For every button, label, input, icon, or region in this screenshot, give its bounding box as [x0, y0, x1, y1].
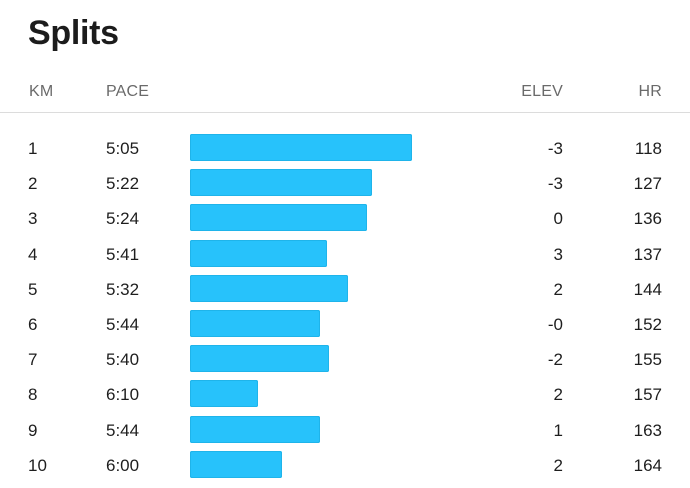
split-hr: 127	[633, 174, 662, 194]
pace-bar	[190, 239, 327, 267]
split-pace: 5:05	[106, 139, 140, 158]
pace-bar	[190, 415, 320, 443]
split-row[interactable]: 7 5:40 -2 155	[0, 342, 690, 377]
pace-bar	[190, 169, 372, 197]
split-pace: 5:41	[106, 244, 140, 264]
split-hr: 163	[633, 420, 662, 440]
split-elev: 2	[553, 385, 563, 405]
split-pace: 5:22	[106, 174, 140, 194]
split-row[interactable]: 5 5:32 2 144	[0, 272, 690, 307]
split-hr: 157	[633, 385, 662, 405]
split-row[interactable]: 10 6:00 2 164	[0, 448, 690, 483]
split-km: 9	[28, 420, 38, 440]
split-pace: 5:40	[106, 350, 140, 370]
split-pace: 5:24	[106, 209, 140, 229]
split-elev: 2	[553, 455, 563, 475]
column-header-pace: PACE	[106, 83, 150, 100]
pace-bar	[190, 450, 282, 478]
split-row[interactable]: 6 5:44 -0 152	[0, 307, 690, 342]
split-km: 2	[28, 174, 38, 194]
pace-bar	[190, 309, 320, 337]
pace-bar	[190, 274, 348, 302]
split-elev: -2	[547, 350, 563, 370]
split-elev: 3	[553, 244, 563, 264]
split-hr: 164	[633, 455, 662, 475]
pace-bar	[190, 134, 412, 161]
split-row[interactable]: 9 5:44 1 163	[0, 413, 690, 448]
splits-list: 1 5:05 -3 118 2 5:22 -3 127 3 5:24 0 136 4 5:41 3 137 5 5…	[0, 131, 690, 483]
split-hr: 144	[633, 279, 662, 299]
split-row[interactable]: 4 5:41 3 137	[0, 237, 690, 272]
split-pace: 6:00	[106, 455, 140, 475]
column-header-elev: ELEV	[521, 83, 563, 100]
pace-bar	[190, 345, 330, 373]
table-header: KM PACE ELEV HR	[0, 78, 690, 113]
pace-bar	[190, 204, 367, 232]
split-km: 4	[28, 244, 38, 264]
split-hr: 137	[633, 244, 662, 264]
pace-bar	[190, 380, 258, 408]
split-km: 5	[28, 279, 38, 299]
split-elev: 2	[553, 279, 563, 299]
split-km: 3	[28, 209, 38, 229]
split-elev: 0	[553, 209, 563, 229]
split-elev: 1	[553, 420, 563, 440]
page-title: Splits	[28, 14, 119, 52]
column-header-km: KM	[29, 83, 54, 100]
split-row[interactable]: 3 5:24 0 136	[0, 201, 690, 236]
split-km: 8	[28, 385, 38, 405]
split-row[interactable]: 2 5:22 -3 127	[0, 166, 690, 201]
split-elev: -3	[547, 139, 563, 158]
split-km: 7	[28, 350, 38, 370]
split-hr: 136	[633, 209, 662, 229]
split-pace: 5:44	[106, 314, 140, 334]
split-pace: 5:44	[106, 420, 140, 440]
split-elev: -3	[547, 174, 563, 194]
split-pace: 5:32	[106, 279, 140, 299]
split-hr: 155	[633, 350, 662, 370]
split-km: 10	[28, 455, 47, 475]
split-hr: 118	[634, 139, 662, 158]
split-km: 6	[28, 314, 38, 334]
split-km: 1	[28, 139, 38, 158]
split-row[interactable]: 8 6:10 2 157	[0, 377, 690, 412]
column-header-hr: HR	[638, 83, 662, 100]
split-elev: -0	[547, 314, 563, 334]
split-row[interactable]: 1 5:05 -3 118	[0, 131, 690, 166]
split-hr: 152	[633, 314, 662, 334]
split-pace: 6:10	[106, 385, 140, 405]
